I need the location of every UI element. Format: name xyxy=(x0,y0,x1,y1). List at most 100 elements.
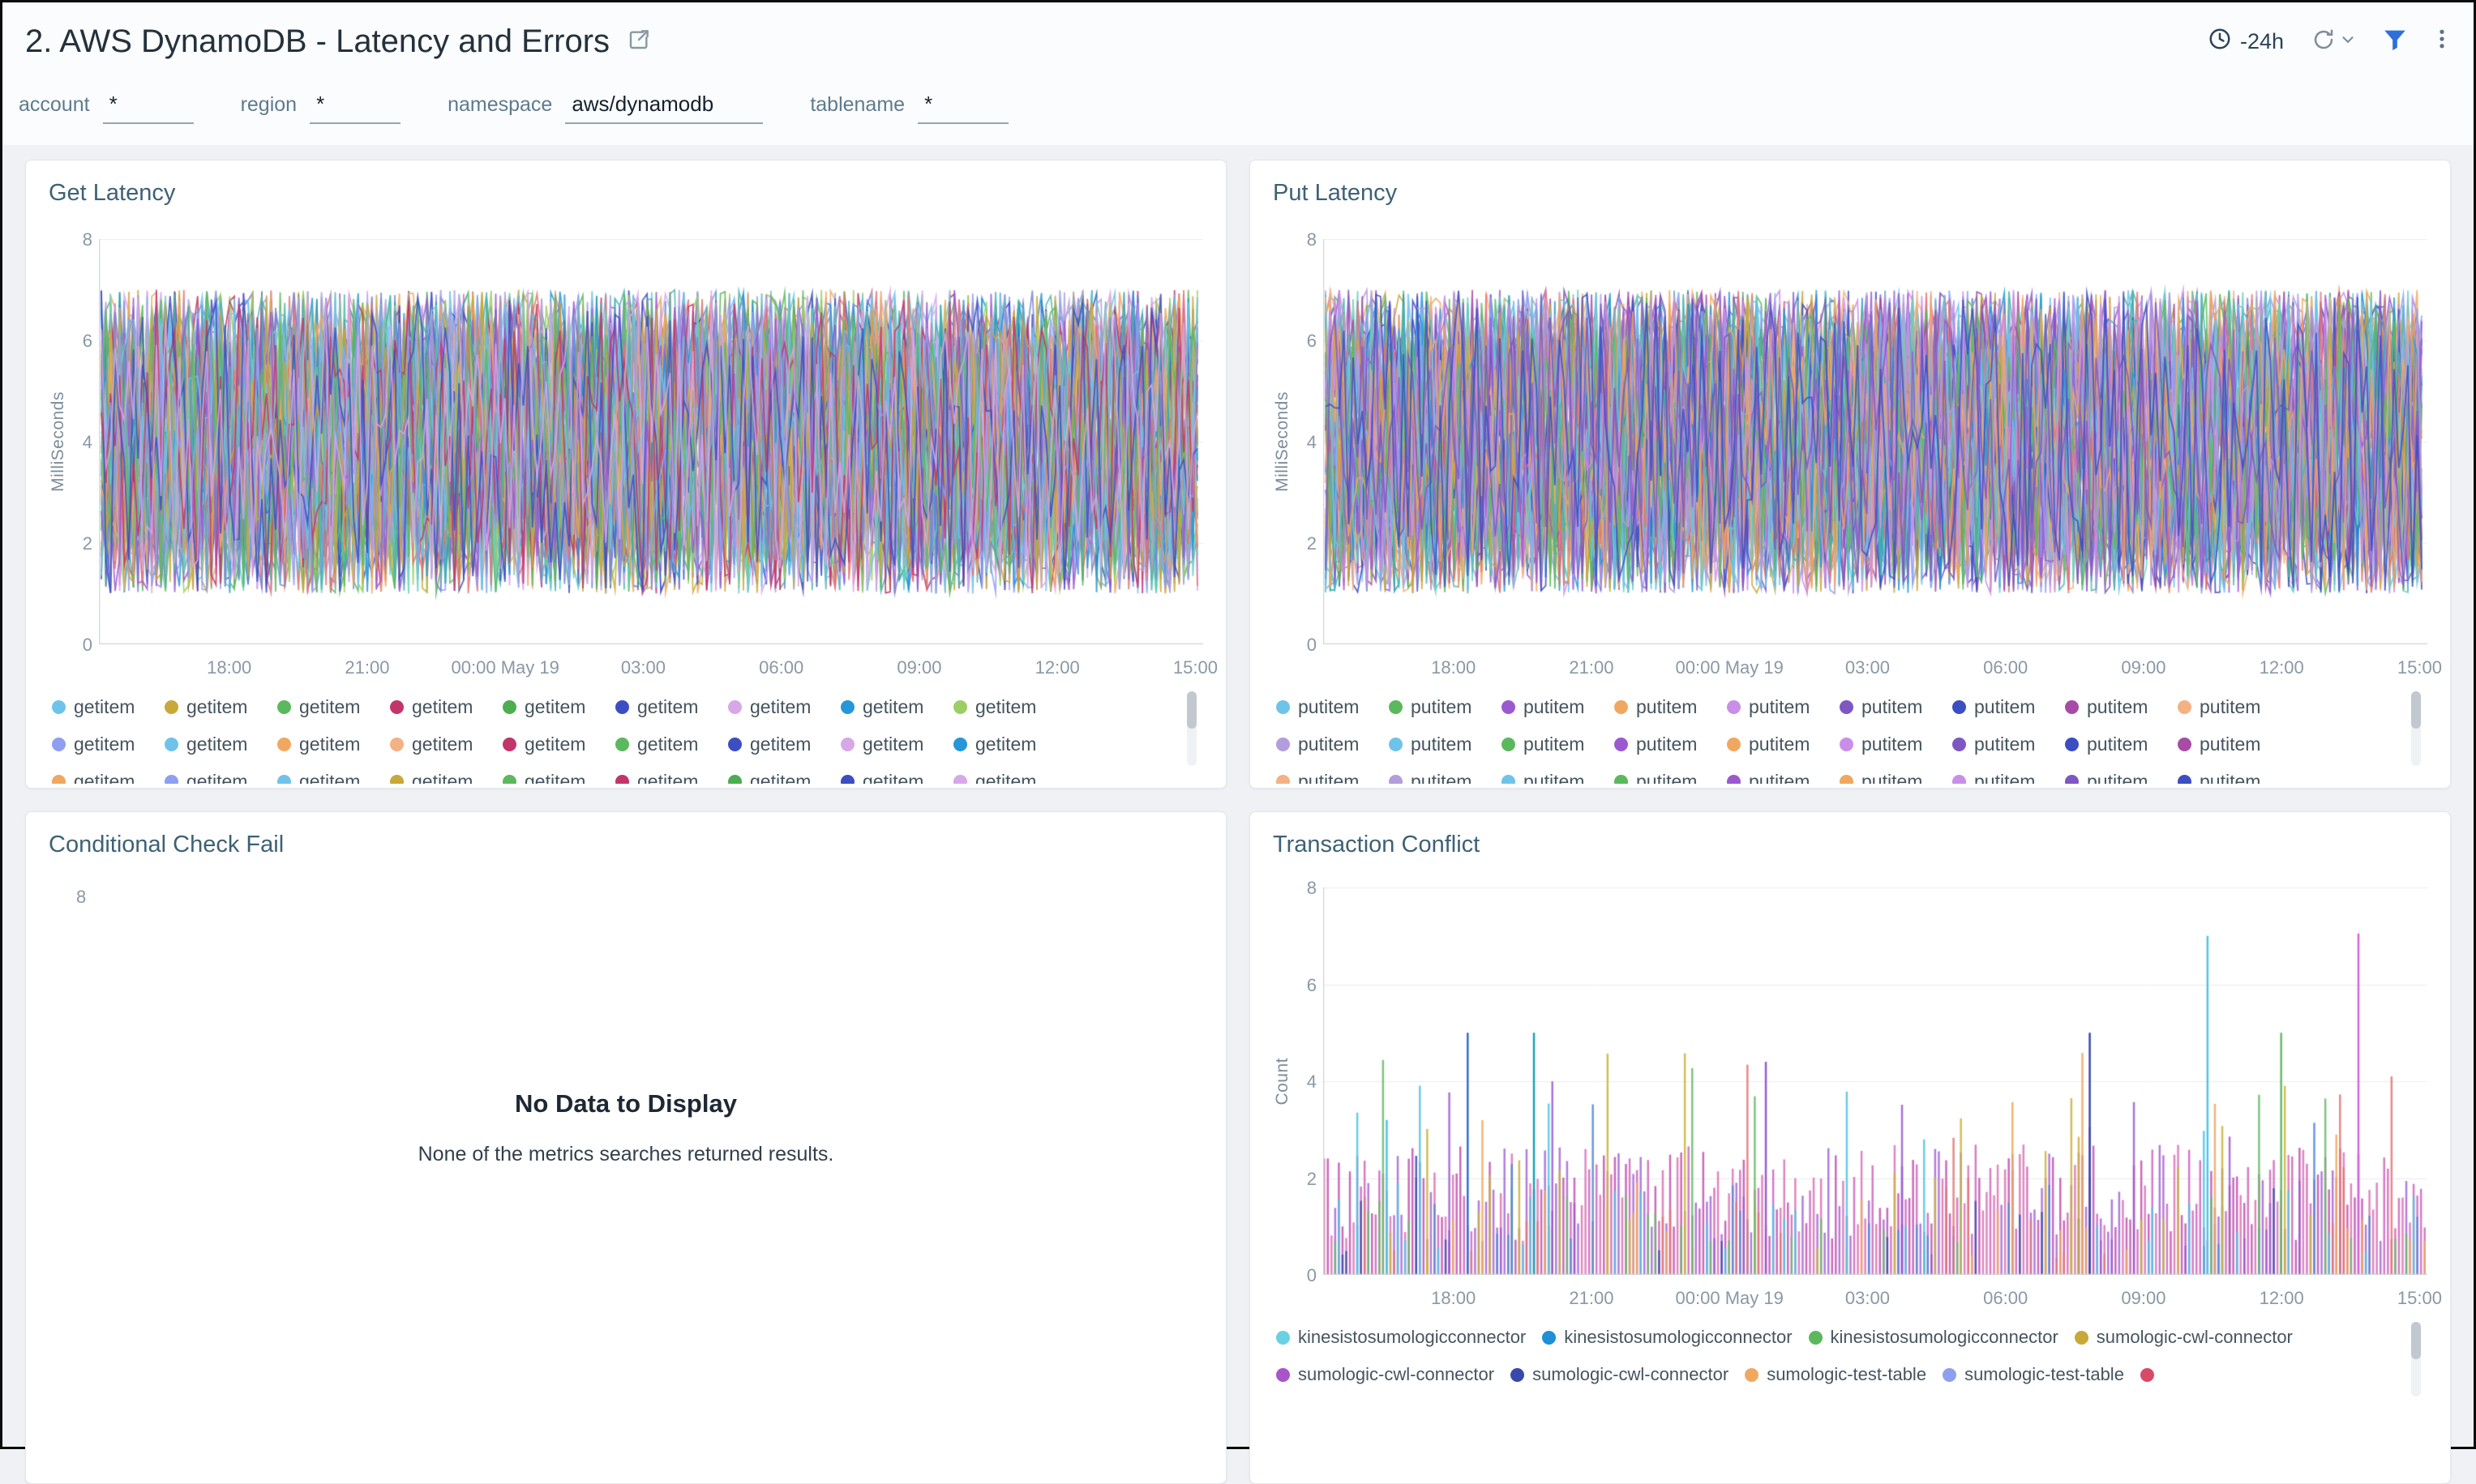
legend-item[interactable]: putitem xyxy=(1952,725,2065,763)
legend-item[interactable]: sumologic-cwl-connector xyxy=(1276,1356,1494,1393)
legend-item[interactable]: putitem xyxy=(1840,763,1952,784)
legend-label: putitem xyxy=(1861,770,1923,785)
legend-item[interactable]: getitem xyxy=(52,688,165,725)
legend-item[interactable]: getitem xyxy=(390,763,503,784)
legend-color-dot xyxy=(390,699,404,714)
legend-items: kinesistosumologicconnector kinesistosumo… xyxy=(1276,1319,2400,1393)
legend-item[interactable]: getitem xyxy=(841,763,953,784)
kebab-menu-button[interactable] xyxy=(2430,25,2454,58)
refresh-button[interactable] xyxy=(2311,28,2357,56)
legend-item[interactable]: getitem xyxy=(277,725,390,763)
legend-item[interactable]: putitem xyxy=(1276,688,1389,725)
legend-scrollbar-thumb[interactable] xyxy=(2411,691,2421,729)
legend-color-dot xyxy=(728,774,742,784)
legend-item[interactable]: putitem xyxy=(1501,688,1614,725)
legend-item[interactable]: getitem xyxy=(165,763,277,784)
panel-grid: Get Latency MilliSeconds 0 2 4 6 8 18:00 21:0… xyxy=(2,145,2474,1484)
legend-color-dot xyxy=(1727,774,1741,784)
dashboard-title: 2. AWS DynamoDB - Latency and Errors xyxy=(25,23,610,59)
legend-item[interactable]: putitem xyxy=(2178,688,2290,725)
legend-item[interactable]: getitem xyxy=(953,725,1066,763)
legend-item[interactable]: putitem xyxy=(1614,763,1727,784)
legend-item[interactable]: getitem xyxy=(841,688,953,725)
legend-item[interactable]: getitem xyxy=(277,763,390,784)
legend-item[interactable]: getitem xyxy=(165,725,277,763)
legend-item[interactable]: getitem xyxy=(615,763,728,784)
legend-item[interactable]: putitem xyxy=(1614,688,1727,725)
y-axis-ticks: 0 2 4 6 8 xyxy=(1292,229,1323,655)
legend-color-dot xyxy=(1808,1330,1823,1345)
filter-button[interactable] xyxy=(2381,26,2409,58)
legend-item[interactable]: putitem xyxy=(1952,763,2065,784)
filter-funnel-icon xyxy=(2381,26,2409,58)
legend-label: putitem xyxy=(1974,733,2036,755)
legend-item[interactable]: putitem xyxy=(1727,688,1840,725)
legend-item[interactable]: kinesistosumologicconnector xyxy=(1542,1319,1793,1356)
legend-item[interactable]: sumologic-cwl-connector xyxy=(1510,1356,1728,1393)
region-input[interactable]: * xyxy=(310,92,401,124)
legend-item[interactable]: putitem xyxy=(1614,725,1727,763)
x-tick-label: 03:00 xyxy=(1844,657,1890,678)
x-tick-label: 15:00 xyxy=(1172,657,1218,678)
legend-item[interactable]: getitem xyxy=(728,688,841,725)
legend-item[interactable]: getitem xyxy=(615,725,728,763)
legend-item[interactable]: getitem xyxy=(390,725,503,763)
legend-item[interactable]: getitem xyxy=(503,688,615,725)
legend-item[interactable]: getitem xyxy=(728,725,841,763)
legend-item[interactable]: kinesistosumologicconnector xyxy=(1276,1319,1526,1356)
legend-item[interactable]: putitem xyxy=(2065,688,2178,725)
legend-item[interactable]: putitem xyxy=(1840,725,1952,763)
legend-item[interactable]: getitem xyxy=(953,688,1066,725)
legend-item[interactable]: getitem xyxy=(841,725,953,763)
legend-item[interactable]: getitem xyxy=(728,763,841,784)
legend-label: getitem xyxy=(74,695,135,717)
legend-item[interactable]: putitem xyxy=(1389,763,1501,784)
legend-item[interactable]: putitem xyxy=(1952,688,2065,725)
legend-item[interactable]: putitem xyxy=(1840,688,1952,725)
legend-item[interactable]: getitem xyxy=(52,725,165,763)
legend-label: getitem xyxy=(750,733,812,755)
account-input[interactable]: * xyxy=(102,92,194,124)
legend-item[interactable]: putitem xyxy=(1276,725,1389,763)
legend-item[interactable]: sumologic-cwl-connector xyxy=(2074,1319,2293,1356)
legend-item[interactable]: putitem xyxy=(2178,725,2290,763)
time-range-button[interactable]: -24h xyxy=(2208,27,2284,57)
legend-item[interactable]: putitem xyxy=(1389,725,1501,763)
legend-item[interactable]: putitem xyxy=(2065,725,2178,763)
legend-item[interactable] xyxy=(2140,1356,2162,1393)
legend-item[interactable]: getitem xyxy=(165,688,277,725)
legend-item[interactable]: putitem xyxy=(1727,763,1840,784)
legend-item[interactable]: getitem xyxy=(390,688,503,725)
legend-item[interactable]: putitem xyxy=(2065,763,2178,784)
x-tick-label: 21:00 xyxy=(1569,657,1614,678)
tablename-input[interactable]: * xyxy=(918,92,1009,124)
filter-account: account * xyxy=(19,92,194,124)
legend-item[interactable]: putitem xyxy=(1276,763,1389,784)
legend-item[interactable]: getitem xyxy=(503,725,615,763)
panel-title: Get Latency xyxy=(49,180,176,206)
x-tick-label: 18:00 xyxy=(207,657,252,678)
legend-item[interactable]: putitem xyxy=(1501,763,1614,784)
legend-item[interactable]: kinesistosumologicconnector xyxy=(1808,1319,2058,1356)
legend-item[interactable]: sumologic-test-table xyxy=(1745,1356,1926,1393)
legend-item[interactable]: sumologic-test-table xyxy=(1943,1356,2124,1393)
legend-item[interactable]: putitem xyxy=(1389,688,1501,725)
legend-item[interactable]: getitem xyxy=(615,688,728,725)
legend-item[interactable]: putitem xyxy=(2178,763,2290,784)
legend-item[interactable]: putitem xyxy=(1501,725,1614,763)
legend-item[interactable]: getitem xyxy=(503,763,615,784)
get-latency-chart: MilliSeconds 0 2 4 6 8 xyxy=(49,229,1203,655)
share-button[interactable] xyxy=(626,27,652,57)
x-tick-label: 12:00 xyxy=(1035,657,1080,678)
legend-scrollbar-thumb[interactable] xyxy=(1187,691,1197,729)
legend-item[interactable]: putitem xyxy=(1727,725,1840,763)
legend-item[interactable]: getitem xyxy=(953,763,1066,784)
legend-item[interactable]: getitem xyxy=(52,763,165,784)
legend-item[interactable]: getitem xyxy=(277,688,390,725)
legend-label: kinesistosumologicconnector xyxy=(1564,1327,1793,1347)
legend-color-dot xyxy=(165,737,178,751)
legend-label: sumologic-cwl-connector xyxy=(1532,1364,1729,1384)
legend-label: getitem xyxy=(299,733,361,755)
namespace-input[interactable]: aws/dynamodb xyxy=(565,92,764,124)
legend-scrollbar-thumb[interactable] xyxy=(2411,1322,2421,1359)
